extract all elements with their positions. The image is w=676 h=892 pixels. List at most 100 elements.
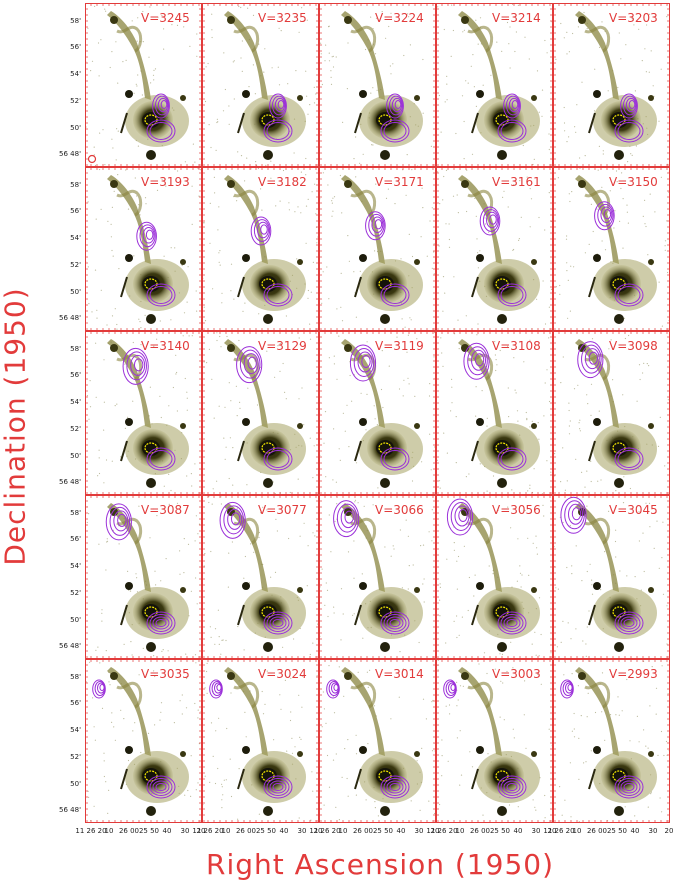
hi-contour: [474, 353, 485, 367]
star: [227, 344, 235, 352]
y-tick-label: 50': [70, 452, 81, 460]
hi-contour: [571, 507, 582, 521]
hi-contour: [365, 211, 386, 241]
star: [146, 314, 156, 324]
star: [476, 254, 484, 262]
galaxy-hi-contour: [497, 611, 527, 635]
panel-frame: [202, 3, 319, 167]
x-tick-label: 26 00: [236, 827, 256, 835]
star: [380, 150, 390, 160]
galaxy-hi-contour: [497, 447, 527, 471]
y-tick-label: 50': [70, 780, 81, 788]
hi-contour: [109, 506, 131, 536]
hi-contour: [250, 216, 272, 246]
galaxy-hi-contour: [149, 450, 173, 468]
star: [497, 806, 507, 816]
hi-contour: [600, 206, 613, 224]
x-tick-label: 26 00: [353, 827, 373, 835]
star: [578, 672, 586, 680]
hi-contour: [503, 93, 521, 119]
channel-panel: [319, 659, 436, 823]
star: [180, 751, 186, 757]
x-tick-label: 20: [665, 827, 674, 835]
velocity-label: V=3171: [375, 175, 424, 189]
star: [297, 95, 303, 101]
hi-contour: [99, 684, 105, 691]
hi-contour: [227, 508, 243, 530]
galaxy-hi-contour: [266, 286, 290, 304]
y-tick-label: 50': [70, 124, 81, 132]
y-tick-label: 56': [70, 699, 81, 707]
hi-contour: [394, 100, 402, 109]
tidal-arm: [350, 25, 377, 53]
y-tick-label: 52': [70, 97, 81, 105]
hi-contour: [219, 501, 246, 539]
galaxy-hi-contour: [503, 616, 521, 630]
channel-panel: [85, 331, 202, 495]
galaxy-hi-contour: [614, 447, 644, 471]
star: [648, 587, 654, 593]
hi-contour: [126, 351, 147, 381]
galaxy-hi-contour: [383, 122, 407, 140]
star: [180, 587, 186, 593]
star: [242, 254, 250, 262]
hi-contour: [486, 211, 498, 229]
y-tick-label: 58': [70, 345, 81, 353]
star: [531, 751, 537, 757]
panel-frame: [85, 331, 202, 495]
hi-contour: [357, 351, 373, 373]
star: [497, 642, 507, 652]
streak: [588, 768, 596, 790]
hi-contour: [336, 503, 358, 533]
channel-panel: [436, 495, 553, 659]
streak: [120, 276, 128, 298]
star: [359, 254, 367, 262]
hi-contour: [450, 502, 472, 531]
velocity-label: V=3087: [141, 503, 190, 517]
galaxy-hi-contour: [614, 611, 644, 635]
hi-contour: [257, 221, 269, 239]
x-tick-label: 11 26 20: [426, 827, 457, 835]
channel-panel: [553, 3, 670, 167]
x-tick-label: 10: [222, 827, 231, 835]
star: [263, 478, 273, 488]
star: [380, 478, 390, 488]
tidal-arm: [116, 189, 143, 217]
panel-frame: [85, 167, 202, 331]
channel-panel: [202, 659, 319, 823]
galaxy-hi-contour: [266, 450, 290, 468]
hi-contour: [463, 342, 490, 380]
channel-panel: [553, 495, 670, 659]
galaxy-hi-contour: [380, 447, 410, 471]
tidal-arm: [467, 517, 494, 545]
hi-contour: [117, 513, 127, 527]
star: [414, 95, 420, 101]
x-tick-label: 11 26 20: [75, 827, 106, 835]
hi-contour: [371, 216, 384, 234]
x-tick-label: 40: [163, 827, 172, 835]
x-tick-label: 40: [397, 827, 406, 835]
channel-panel: [85, 495, 202, 659]
tidal-arm: [467, 189, 494, 217]
hi-contour: [508, 97, 520, 113]
star: [297, 587, 303, 593]
galaxy-hi-contour: [503, 780, 521, 794]
velocity-label: V=3182: [258, 175, 307, 189]
velocity-label: V=3119: [375, 339, 424, 353]
hi-contour: [471, 349, 487, 371]
y-axis-title: Declination (1950): [0, 287, 32, 566]
x-tick-label: 30: [415, 827, 424, 835]
galaxy-hi-contour: [380, 611, 410, 635]
star: [180, 423, 186, 429]
star: [461, 180, 469, 188]
panel-frame: [319, 659, 436, 823]
streak: [120, 112, 128, 134]
star: [180, 95, 186, 101]
y-tick-label: 58': [70, 509, 81, 517]
hi-contour: [154, 95, 170, 116]
star: [531, 95, 537, 101]
y-tick-label: 56': [70, 535, 81, 543]
star: [593, 746, 601, 754]
hi-contour: [133, 358, 144, 372]
